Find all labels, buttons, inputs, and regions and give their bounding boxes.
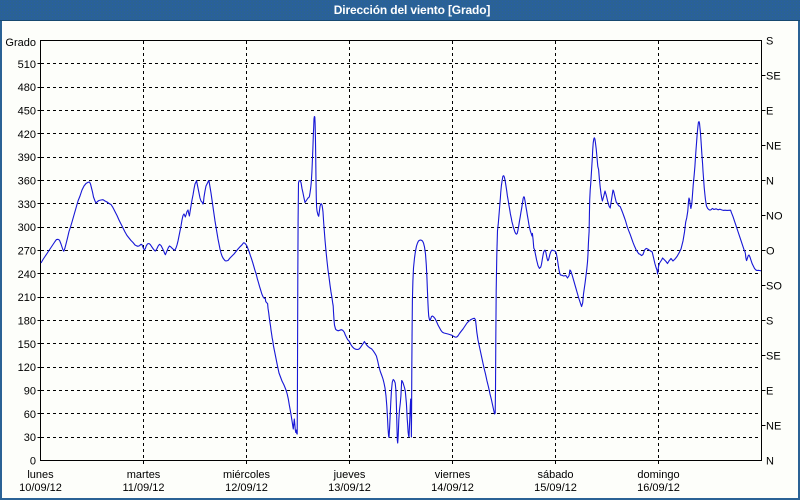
svg-text:240: 240 xyxy=(18,269,36,281)
svg-text:N: N xyxy=(766,176,774,188)
svg-text:O: O xyxy=(766,246,775,258)
svg-text:10/09/12: 10/09/12 xyxy=(19,482,62,494)
svg-text:270: 270 xyxy=(18,246,36,258)
svg-text:SO: SO xyxy=(766,281,782,293)
svg-text:E: E xyxy=(766,106,773,118)
svg-text:jueves: jueves xyxy=(333,469,366,481)
svg-text:360: 360 xyxy=(18,176,36,188)
svg-text:60: 60 xyxy=(24,409,36,421)
svg-text:15/09/12: 15/09/12 xyxy=(534,482,577,494)
svg-text:miércoles: miércoles xyxy=(223,469,271,481)
svg-text:16/09/12: 16/09/12 xyxy=(637,482,680,494)
svg-text:NE: NE xyxy=(766,141,781,153)
svg-text:11/09/12: 11/09/12 xyxy=(122,482,164,494)
svg-text:12/09/12: 12/09/12 xyxy=(225,482,268,494)
svg-text:450: 450 xyxy=(18,106,36,118)
svg-text:14/09/12: 14/09/12 xyxy=(431,482,474,494)
svg-text:NO: NO xyxy=(766,211,783,223)
svg-text:Grado: Grado xyxy=(5,37,36,49)
svg-text:13/09/12: 13/09/12 xyxy=(328,482,371,494)
svg-text:180: 180 xyxy=(18,316,36,328)
svg-text:30: 30 xyxy=(24,432,36,444)
svg-text:SE: SE xyxy=(766,351,781,363)
svg-text:SE: SE xyxy=(766,71,781,83)
svg-text:N: N xyxy=(766,456,774,468)
svg-text:martes: martes xyxy=(127,469,161,481)
svg-text:E: E xyxy=(766,386,773,398)
svg-text:120: 120 xyxy=(18,362,36,374)
svg-text:330: 330 xyxy=(18,199,36,211)
svg-text:390: 390 xyxy=(18,152,36,164)
svg-text:300: 300 xyxy=(18,222,36,234)
svg-text:S: S xyxy=(766,36,773,48)
svg-text:domingo: domingo xyxy=(637,469,679,481)
svg-text:90: 90 xyxy=(24,386,36,398)
svg-text:sábado: sábado xyxy=(537,469,573,481)
svg-text:420: 420 xyxy=(18,129,36,141)
svg-text:S: S xyxy=(766,316,773,328)
svg-text:510: 510 xyxy=(18,59,36,71)
svg-text:NE: NE xyxy=(766,421,781,433)
svg-text:210: 210 xyxy=(18,292,36,304)
svg-text:viernes: viernes xyxy=(435,469,471,481)
svg-text:480: 480 xyxy=(18,82,36,94)
svg-text:lunes: lunes xyxy=(27,469,54,481)
svg-text:0: 0 xyxy=(30,456,36,468)
svg-text:150: 150 xyxy=(18,339,36,351)
